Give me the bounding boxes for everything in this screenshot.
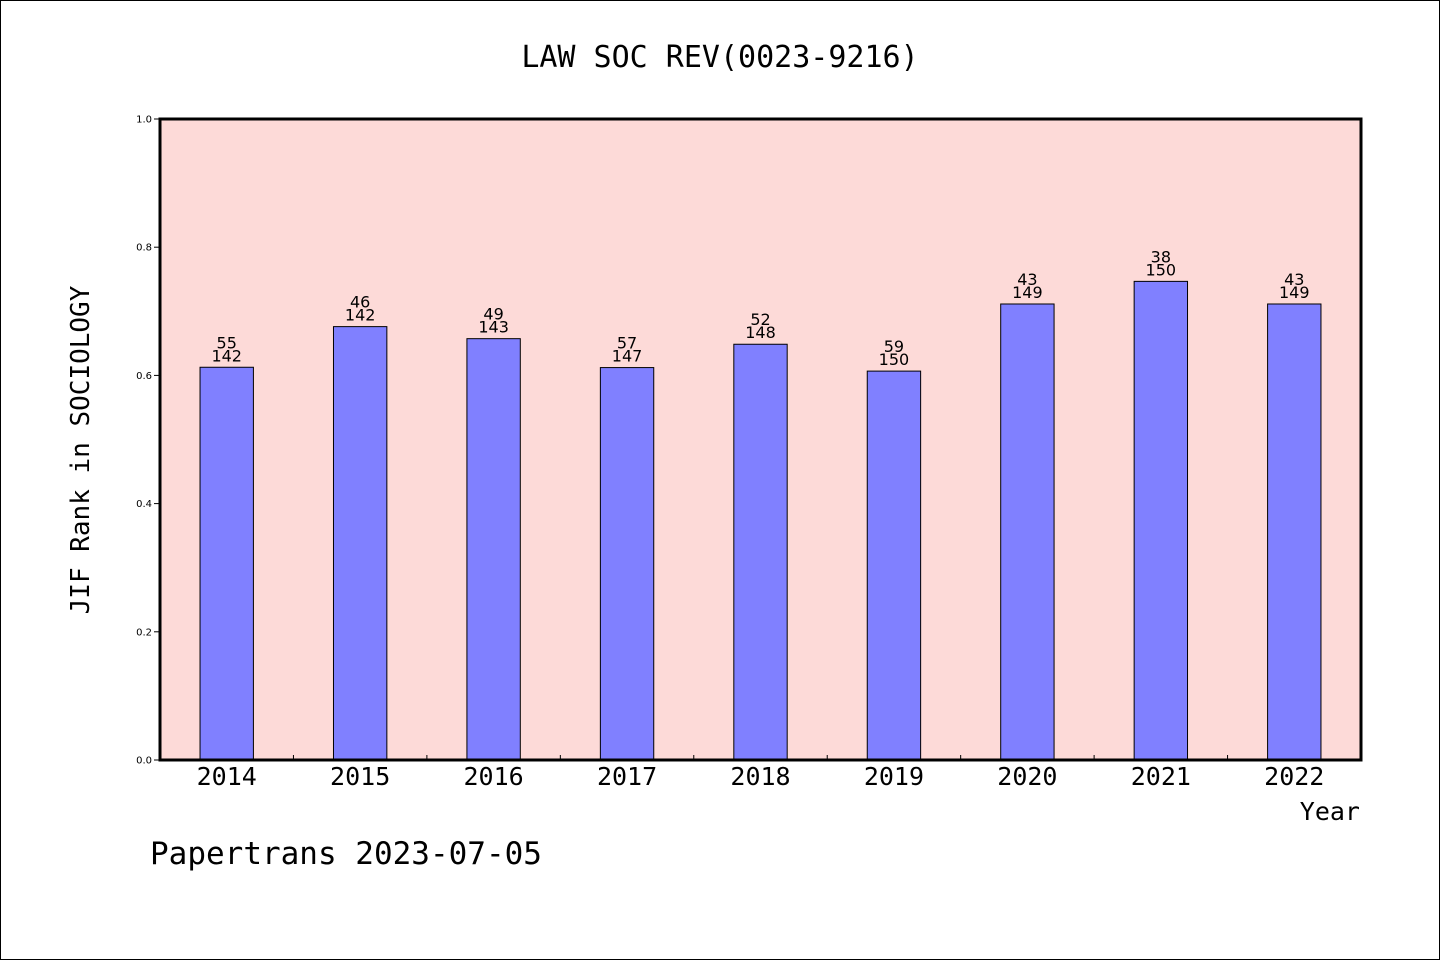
x-axis-ticks: 2014 2015 2016 2017 2018 2019 2020 2021 2022 <box>197 755 1324 791</box>
bar-2018 <box>733 343 788 761</box>
bar-2020 <box>1000 303 1055 761</box>
x-tick-label: 2017 <box>597 762 657 791</box>
bar-rank-label: 43 <box>1284 270 1304 289</box>
bar-rank-label: 57 <box>617 334 637 353</box>
bar-rank-label: 43 <box>1017 270 1037 289</box>
x-tick-label: 2018 <box>730 762 790 791</box>
bar-total-label: 143 <box>478 318 509 337</box>
bar-total-label: 147 <box>612 347 643 366</box>
bar-total-label: 149 <box>1012 283 1043 302</box>
y-tick-label: 1.0 <box>136 115 152 126</box>
bar-2017 <box>599 367 655 761</box>
bar-total-label: 150 <box>879 350 910 369</box>
y-axis-ticks: 0.0 0.2 0.4 0.6 0.8 1.0 <box>136 115 160 767</box>
chart-title: LAW SOC REV(0023-9216) <box>521 40 918 75</box>
footer-source-date: Papertrans 2023-07-05 <box>150 836 542 872</box>
y-tick-label: 0.8 <box>136 243 152 254</box>
x-tick-label: 2016 <box>464 762 524 791</box>
x-tick-label: 2021 <box>1131 762 1191 791</box>
x-tick-label: 2014 <box>197 762 257 791</box>
bar-rank-label: 46 <box>350 293 370 312</box>
x-tick-label: 2019 <box>864 762 924 791</box>
bar-2015 <box>332 326 388 761</box>
bar-total-label: 148 <box>745 323 776 342</box>
bar-2014 <box>199 366 254 761</box>
bar-2019 <box>866 370 922 761</box>
bar-rank-label: 59 <box>884 337 904 356</box>
y-tick-label: 0.2 <box>136 627 152 638</box>
bar-2021 <box>1133 280 1189 761</box>
y-tick-label: 0.6 <box>136 371 152 382</box>
bar-total-label: 142 <box>211 346 242 365</box>
x-tick-label: 2015 <box>330 762 390 791</box>
bar-total-label: 150 <box>1146 260 1177 279</box>
plot-border <box>158 117 1363 762</box>
y-tick-label: 0.4 <box>136 499 152 510</box>
bar-2016 <box>466 338 521 761</box>
bar-total-label: 149 <box>1279 283 1310 302</box>
y-axis-label: JIF Rank in SOCIOLOGY <box>66 285 96 614</box>
bar-rank-label: 38 <box>1151 247 1171 266</box>
y-tick-label: 0.0 <box>136 756 152 767</box>
bar-rank-label: 55 <box>217 333 237 352</box>
bar-rank-label: 49 <box>483 305 503 324</box>
bar-total-label: 142 <box>345 306 376 325</box>
x-tick-label: 2022 <box>1264 762 1324 791</box>
bar-2022 <box>1267 303 1322 761</box>
x-axis-label: Year <box>1300 797 1360 826</box>
bar-rank-label: 52 <box>750 310 770 329</box>
x-tick-label: 2020 <box>997 762 1057 791</box>
